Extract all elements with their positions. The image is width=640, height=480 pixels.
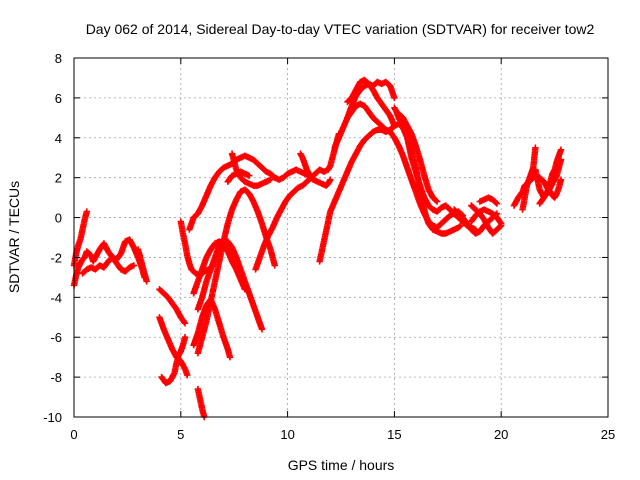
x-tick-label: 15: [387, 427, 401, 442]
plot-frame: [73, 57, 609, 418]
data-point: [184, 371, 191, 379]
series-pass-07: [156, 314, 191, 379]
series-pass-03: [79, 254, 138, 277]
series-pass-22: [344, 100, 466, 231]
series-pass-09: [194, 385, 208, 421]
data-point: [557, 176, 565, 183]
y-tick-label: 6: [55, 91, 62, 106]
series-pass-28: [468, 206, 505, 227]
series-pass-15: [228, 150, 274, 189]
data-point: [457, 222, 464, 229]
chart-title: Day 062 of 2014, Sidereal Day-to-day VTE…: [86, 21, 595, 37]
x-tick-label: 25: [601, 427, 615, 442]
series-pass-10: [190, 296, 234, 361]
series-pass-18: [297, 150, 334, 189]
series-pass-26: [476, 194, 501, 207]
series-pass-16: [224, 168, 253, 185]
data-point: [498, 220, 505, 227]
data-point: [267, 176, 274, 183]
series-pass-24: [395, 110, 441, 205]
x-tick-label: 10: [280, 427, 294, 442]
data-point: [432, 197, 440, 204]
series-pass-01: [70, 208, 91, 269]
x-tick-label: 20: [494, 427, 508, 442]
data-point: [557, 156, 565, 163]
y-tick-label: 8: [55, 51, 62, 66]
data-point: [226, 353, 234, 361]
y-tick-label: -8: [50, 370, 62, 385]
data-point: [83, 208, 91, 215]
x-tick-label: 5: [177, 427, 184, 442]
series-pass-21: [344, 76, 398, 130]
data-point: [493, 200, 501, 207]
series-pass-05: [156, 286, 189, 327]
y-tick-label: -4: [50, 290, 62, 305]
series-pass-04: [134, 246, 150, 285]
data-point: [492, 199, 500, 206]
x-tick-labels: 0 5 10 15 20 25: [70, 427, 615, 442]
data-point: [327, 176, 334, 183]
series-pass-13: [190, 238, 249, 297]
data-point: [181, 318, 188, 326]
data-point: [456, 223, 463, 230]
y-tick-label: -2: [50, 250, 62, 265]
data-point: [130, 262, 138, 269]
series-pass-33: [536, 156, 565, 207]
data-point: [557, 146, 565, 153]
series-pass-30: [519, 144, 539, 213]
data-points: [70, 76, 565, 421]
y-tick-label: -6: [50, 330, 62, 345]
x-axis-label: GPS time / hours: [288, 457, 395, 473]
data-point: [258, 326, 266, 333]
axis-ticks: [73, 57, 609, 418]
y-tick-label: 4: [55, 131, 62, 146]
data-point: [181, 334, 189, 341]
data-point: [497, 219, 504, 226]
data-point: [532, 144, 539, 151]
data-point: [241, 286, 249, 293]
data-point: [271, 262, 278, 269]
y-tick-label: 2: [55, 171, 62, 186]
y-tick-labels: -10 -8 -6 -4 -2 0 2 4 6 8: [43, 51, 62, 425]
data-point: [245, 172, 253, 179]
data-point: [181, 320, 189, 327]
data-point: [433, 198, 441, 205]
series-pass-27: [468, 202, 505, 237]
data-point: [143, 278, 150, 285]
y-tick-label: -10: [43, 410, 62, 425]
y-tick-label: 0: [55, 211, 62, 226]
series-pass-14: [186, 152, 313, 233]
data-point: [391, 122, 398, 130]
y-axis-label: SDTVAR / TECUs: [6, 181, 22, 293]
x-tick-label: 0: [70, 427, 77, 442]
data-point: [391, 94, 398, 102]
